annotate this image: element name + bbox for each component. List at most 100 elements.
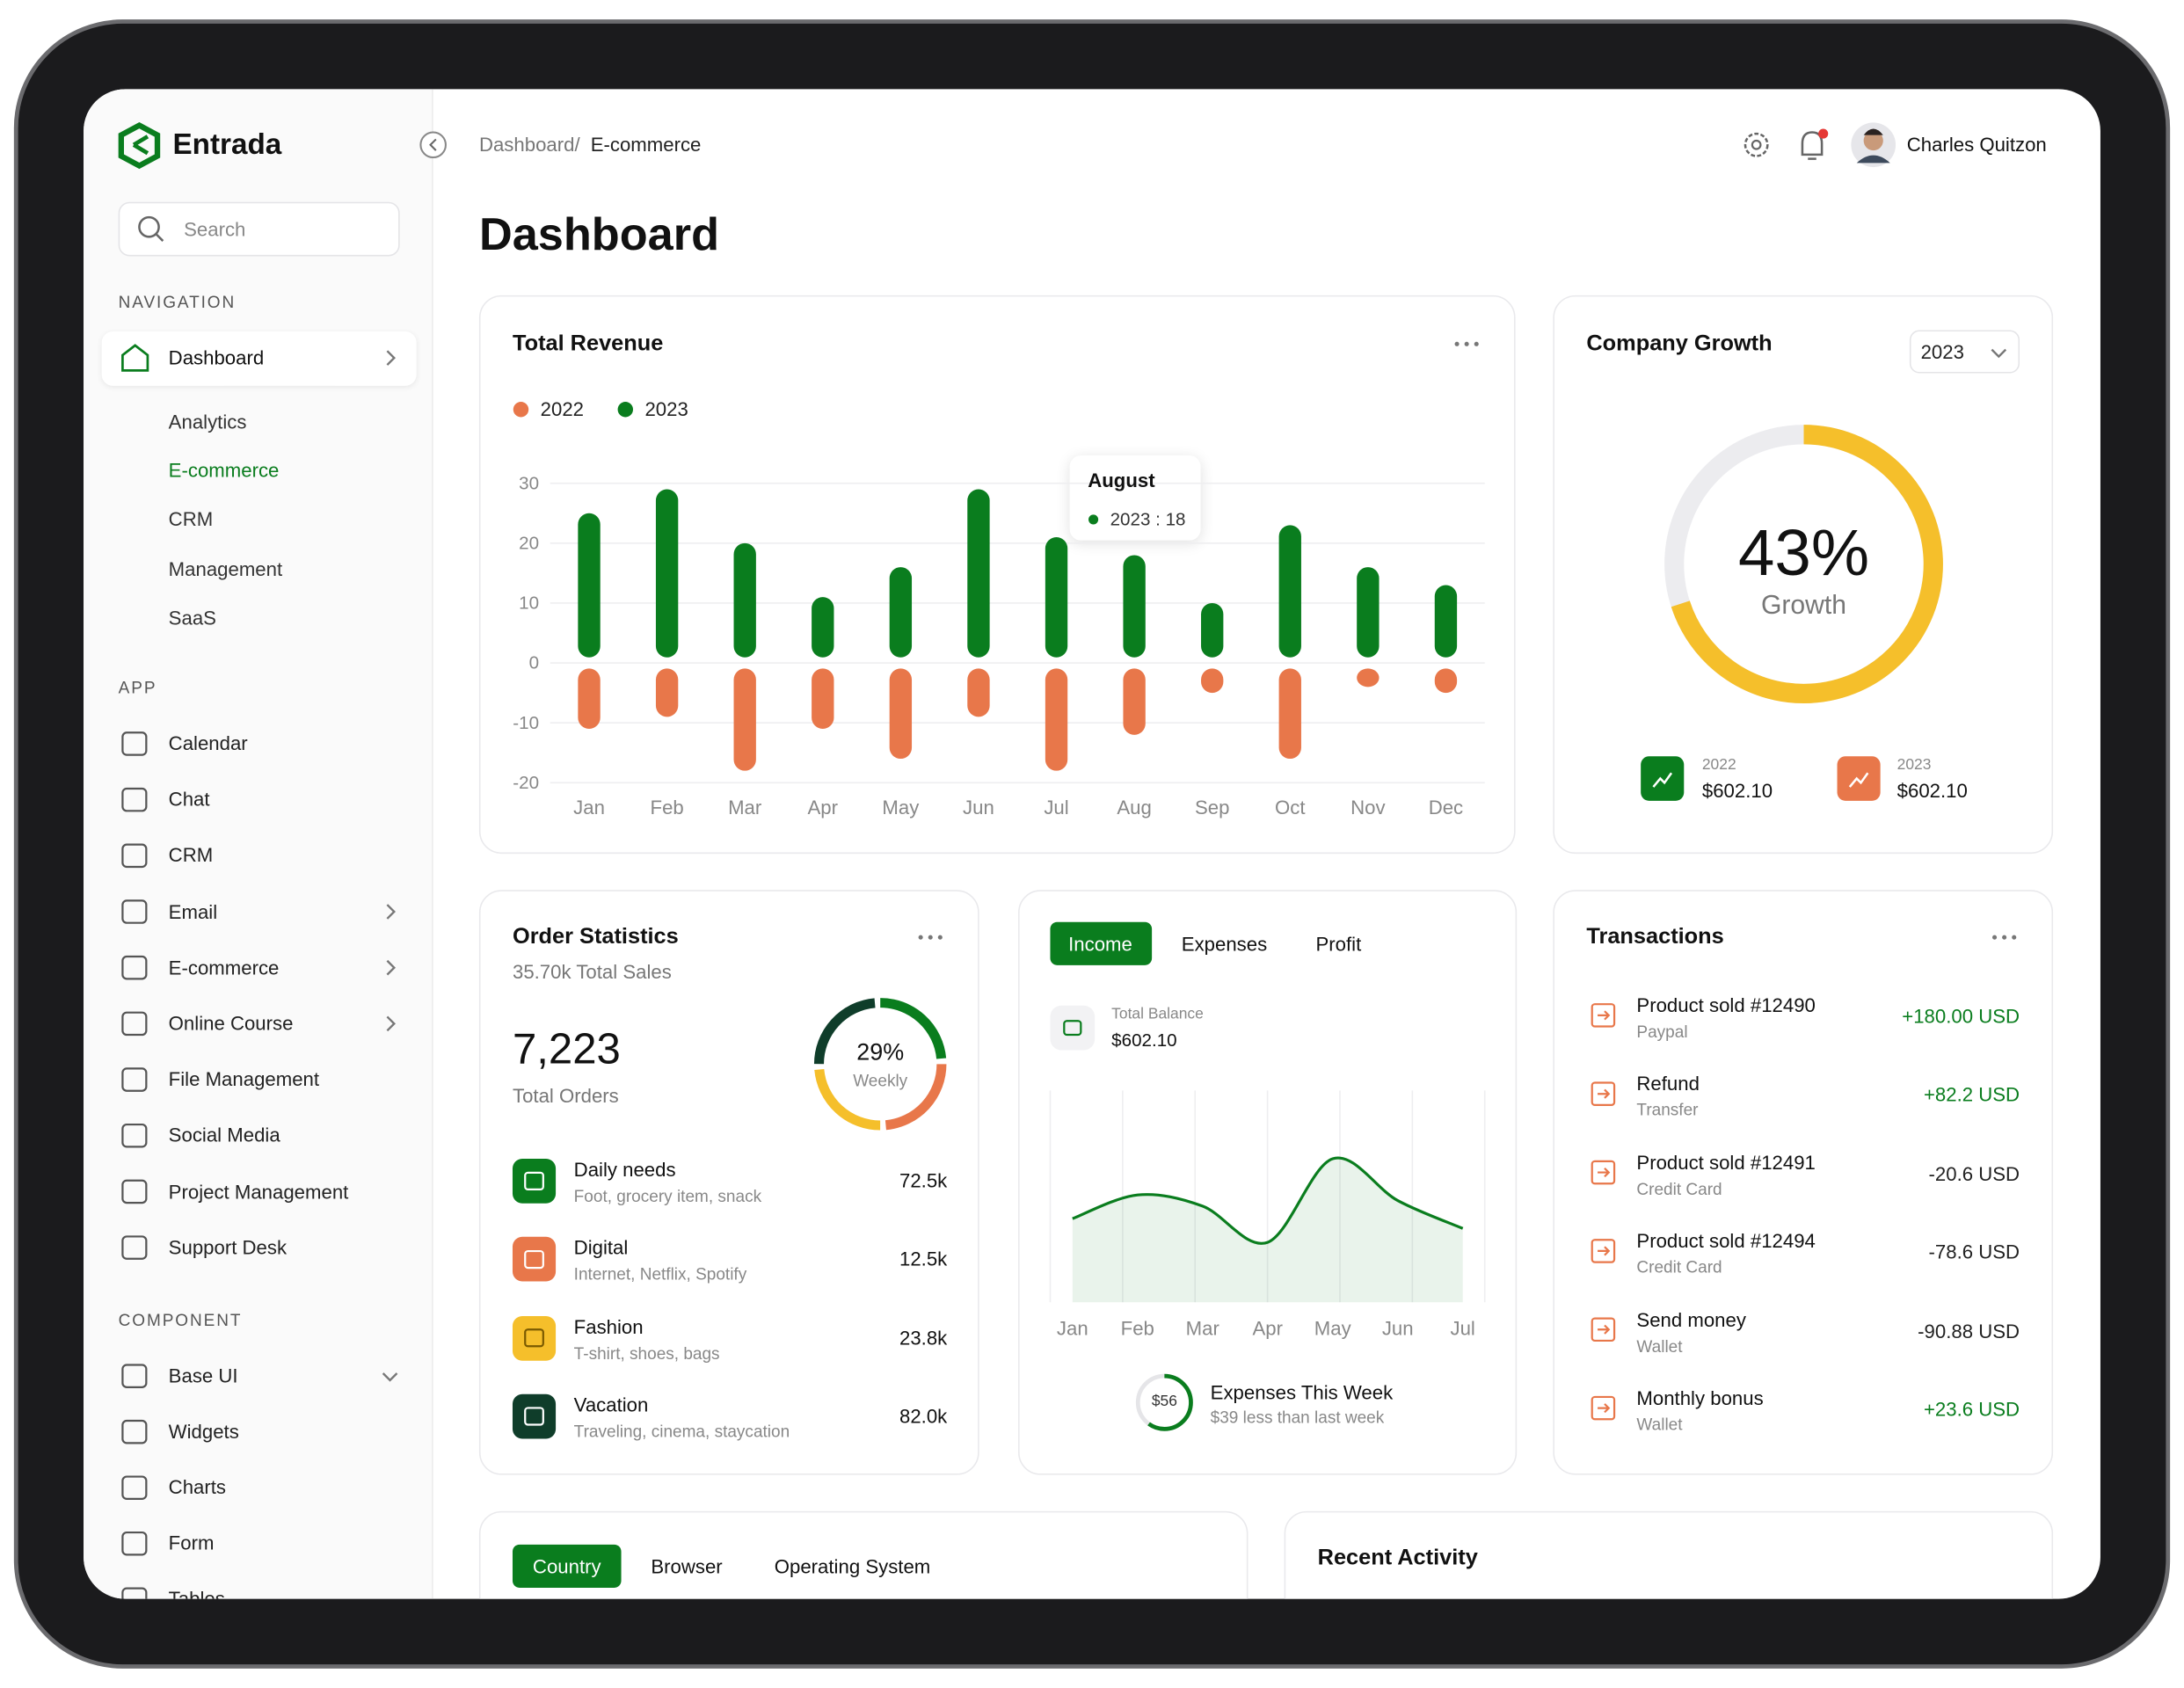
collapse-icon <box>429 138 437 151</box>
transaction-name[interactable]: Send money <box>1636 1307 1746 1331</box>
bar <box>1357 668 1380 688</box>
x-tick-label: Jan <box>1056 1317 1088 1340</box>
tab[interactable]: Expenses <box>1181 932 1268 956</box>
nav-item[interactable]: CRM <box>168 844 214 867</box>
tooltip <box>1069 455 1201 541</box>
tooltip-text: 2023 : 18 <box>1110 508 1186 530</box>
chevron-icon <box>386 350 397 366</box>
nav-item[interactable]: Online Course <box>168 1012 294 1035</box>
x-tick-label: Feb <box>1120 1317 1154 1340</box>
year-select[interactable] <box>1909 330 2020 374</box>
tab[interactable]: Profit <box>1315 932 1362 956</box>
category-desc: T-shirt, shoes, bags <box>573 1342 720 1363</box>
avatar <box>1856 155 1890 164</box>
nav-subitem[interactable]: Analytics <box>168 410 247 433</box>
balance-label: Total Balance <box>1111 1006 1204 1023</box>
y-tick-label: 30 <box>519 472 540 494</box>
chevron-icon <box>386 959 397 976</box>
search-box[interactable] <box>118 201 400 257</box>
bar <box>967 489 990 658</box>
transaction-name[interactable]: Product sold #12491 <box>1636 1151 1816 1174</box>
search-icon <box>155 233 164 242</box>
select-value[interactable]: 2023 <box>1920 340 1964 363</box>
wallet-icon <box>1050 1005 1096 1051</box>
transaction-name[interactable]: Monthly bonus <box>1636 1386 1764 1409</box>
transaction-method: Paypal <box>1636 1022 1688 1042</box>
tab-active[interactable] <box>1050 921 1153 965</box>
nav-item[interactable]: Social Media <box>168 1124 280 1146</box>
bar <box>889 668 913 760</box>
bar <box>1434 585 1458 658</box>
nav-item[interactable]: Tables <box>168 1587 225 1599</box>
transaction-icon <box>1598 1168 1611 1178</box>
x-tick-label: Mar <box>728 796 762 819</box>
transaction-amount: +82.2 USD <box>1923 1083 2020 1106</box>
card-title: Total Revenue <box>512 331 664 356</box>
weekly-ring-segment <box>813 998 947 1131</box>
nav-item[interactable]: Widgets <box>168 1420 239 1443</box>
nav-item[interactable]: Support Desk <box>168 1235 288 1259</box>
nav-item[interactable]: Project Management <box>168 1180 349 1203</box>
nav-item[interactable]: File Management <box>168 1067 320 1091</box>
growth-percent: 43% <box>1737 514 1870 589</box>
nav-item[interactable]: Form <box>168 1532 215 1554</box>
nav-subitem[interactable]: Management <box>168 557 283 580</box>
category-value: 23.8k <box>899 1326 948 1349</box>
nav-item[interactable]: Base UI <box>168 1364 238 1387</box>
stat-icon <box>1641 756 1685 801</box>
tab[interactable]: Income <box>1068 932 1132 956</box>
avatar <box>1863 130 1883 151</box>
tab[interactable]: Operating System <box>774 1554 931 1578</box>
nav-icon <box>121 955 148 980</box>
growth-caption: Growth <box>1760 591 1847 621</box>
nav-item[interactable]: Chat <box>168 788 210 811</box>
transaction-icon <box>1598 1403 1611 1414</box>
tab[interactable]: Browser <box>651 1554 723 1578</box>
category-desc: Traveling, cinema, staycation <box>573 1421 790 1442</box>
income-line <box>1072 1156 1464 1245</box>
y-tick-label: 20 <box>519 532 540 554</box>
nav-item[interactable]: Charts <box>168 1475 227 1499</box>
nav-item-active[interactable] <box>101 331 417 386</box>
transaction-name[interactable]: Product sold #12490 <box>1636 993 1816 1016</box>
tab[interactable]: Country <box>532 1554 601 1578</box>
card <box>478 890 979 1475</box>
tab-active[interactable] <box>512 1544 622 1588</box>
nav-item[interactable]: Email <box>168 899 218 923</box>
transaction-icon <box>1591 1160 1616 1185</box>
transaction-method: Credit Card <box>1636 1179 1722 1199</box>
settings-icon <box>1751 139 1762 150</box>
tooltip-title: August <box>1088 469 1155 491</box>
transaction-name[interactable]: Refund <box>1636 1072 1700 1095</box>
nav-item[interactable]: Dashboard <box>168 346 265 369</box>
user-name[interactable]: Charles Quitzon <box>1906 133 2047 156</box>
breadcrumb: E-commerce <box>590 133 702 156</box>
nav-subitem[interactable]: E-commerce <box>168 459 280 482</box>
x-tick-label: May <box>882 796 920 819</box>
expense-subtitle: $39 less than last week <box>1210 1408 1385 1428</box>
subtitle: 35.70k Total Sales <box>512 960 672 983</box>
transaction-method: Wallet <box>1636 1415 1683 1435</box>
nav-item[interactable]: E-commerce <box>168 956 280 979</box>
search-input[interactable]: Search <box>184 218 246 241</box>
bar <box>1278 668 1301 760</box>
transaction-name[interactable]: Product sold #12494 <box>1636 1229 1816 1252</box>
transaction-icon <box>1591 1395 1616 1421</box>
x-tick-label: Jun <box>1381 1317 1414 1340</box>
category-icon <box>512 1237 557 1282</box>
bar <box>655 668 679 717</box>
nav-subitem[interactable]: CRM <box>168 507 214 530</box>
bar <box>578 513 601 658</box>
nav-item[interactable]: Calendar <box>168 731 248 754</box>
category-value: 82.0k <box>899 1404 948 1427</box>
bar <box>1434 668 1458 694</box>
x-tick-label: May <box>1314 1317 1351 1340</box>
category-desc: Foot, grocery item, snack <box>573 1186 762 1206</box>
transaction-method: Credit Card <box>1636 1257 1722 1277</box>
card-title: Recent Activity <box>1317 1546 1478 1571</box>
breadcrumb[interactable]: Dashboard/ <box>478 133 580 156</box>
transaction-method: Wallet <box>1636 1335 1683 1357</box>
nav-subitem[interactable]: SaaS <box>168 607 216 629</box>
category-name: Fashion <box>573 1314 644 1338</box>
nav-icon <box>121 1011 148 1037</box>
